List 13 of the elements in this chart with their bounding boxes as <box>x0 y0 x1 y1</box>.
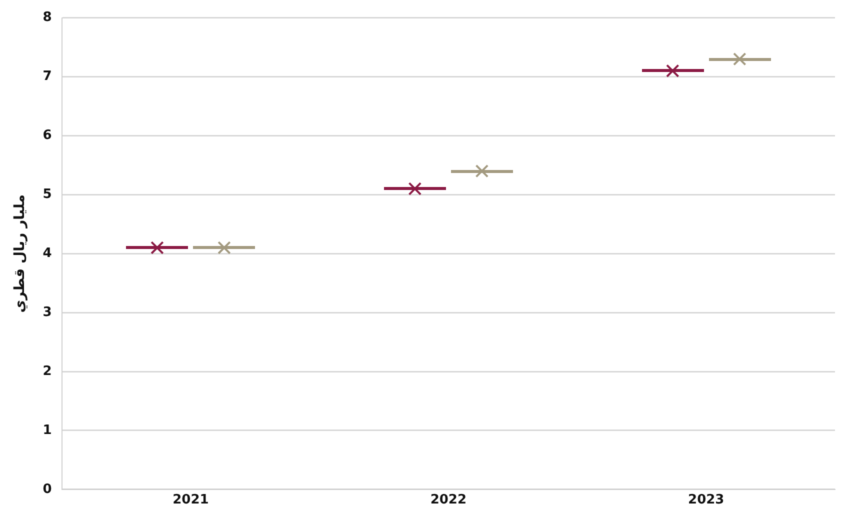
y-tick-label: 6 <box>42 128 52 144</box>
x-tick-label: 2023 <box>688 492 724 508</box>
y-tick-label: 8 <box>42 10 52 26</box>
y-tick-label: 7 <box>42 69 52 84</box>
x-tick-label: 2021 <box>172 492 209 508</box>
y-tick-label: 5 <box>42 187 52 202</box>
y-tick-label: 0 <box>42 482 52 497</box>
y-tick-label: 2 <box>42 364 52 379</box>
y-tick-label: 4 <box>42 246 52 261</box>
y-axis-title: مليار ريال قطري <box>12 194 28 313</box>
x-tick-label: 2022 <box>430 492 467 508</box>
y-tick-label: 3 <box>42 304 52 320</box>
y-tick-label: 1 <box>42 422 52 438</box>
